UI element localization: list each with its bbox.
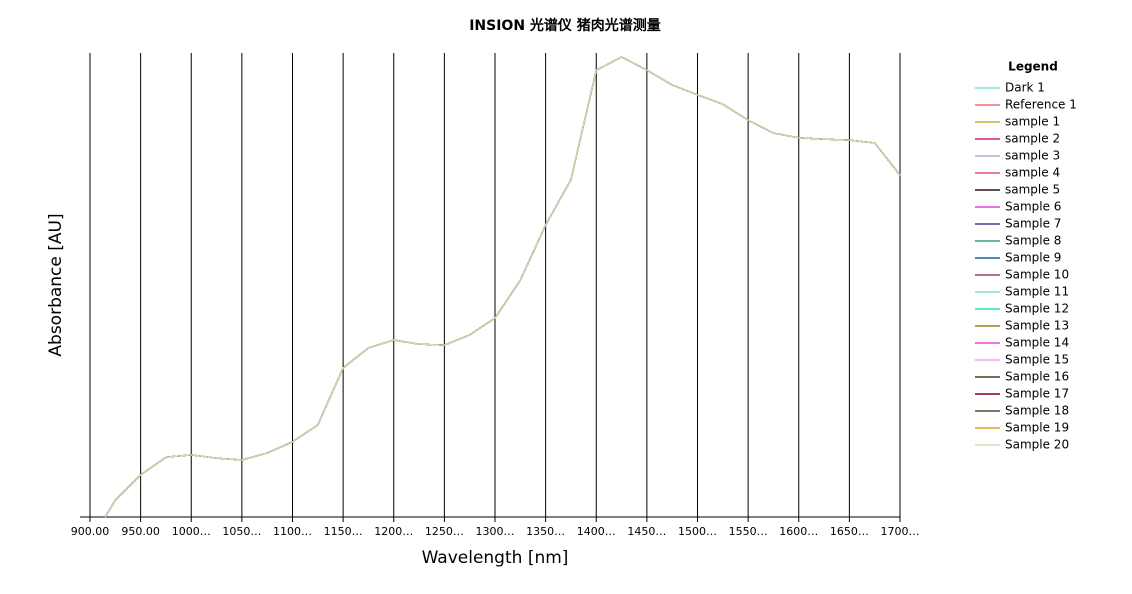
series-line xyxy=(104,56,901,518)
series-line xyxy=(104,56,901,518)
series-line xyxy=(104,56,901,518)
series-line xyxy=(104,56,901,518)
x-tick-label: 1000… xyxy=(172,525,211,538)
series-line xyxy=(104,56,901,518)
x-tick-label: 1050… xyxy=(222,525,261,538)
series-line xyxy=(104,56,901,518)
series-line xyxy=(104,56,901,518)
legend-label: sample 4 xyxy=(1005,166,1060,180)
x-tick-label: 1700… xyxy=(881,525,920,538)
legend-label: Dark 1 xyxy=(1005,81,1045,95)
series-line xyxy=(104,56,901,518)
legend-label: sample 3 xyxy=(1005,149,1060,163)
x-tick-label: 1500… xyxy=(678,525,717,538)
x-tick-label: 1400… xyxy=(577,525,616,538)
x-tick-label: 1650… xyxy=(830,525,869,538)
chart-title: INSION 光谱仪 猪肉光谱测量 xyxy=(469,17,661,34)
series-line xyxy=(104,56,901,518)
x-tick-label: 1600… xyxy=(779,525,818,538)
series-line xyxy=(104,56,901,518)
series-line xyxy=(104,56,901,518)
y-axis-label: Absorbance [AU] xyxy=(46,213,66,356)
legend-label: Sample 17 xyxy=(1005,387,1069,401)
x-tick-label: 1200… xyxy=(374,525,413,538)
x-tick-label: 1550… xyxy=(729,525,768,538)
series-line xyxy=(104,56,901,518)
x-tick-label: 1100… xyxy=(273,525,312,538)
legend-label: Sample 6 xyxy=(1005,200,1061,214)
series-line xyxy=(104,56,901,518)
series-line xyxy=(104,56,901,518)
legend-label: Sample 18 xyxy=(1005,404,1069,418)
legend-label: Sample 8 xyxy=(1005,234,1061,248)
x-tick-label: 1150… xyxy=(324,525,363,538)
legend-label: sample 5 xyxy=(1005,183,1060,197)
x-tick-label: 900.00 xyxy=(71,525,110,538)
legend-label: Sample 19 xyxy=(1005,421,1069,435)
series-line xyxy=(104,56,901,518)
legend-label: Sample 9 xyxy=(1005,251,1061,265)
x-tick-label: 1250… xyxy=(425,525,464,538)
legend-label: Sample 16 xyxy=(1005,370,1069,384)
legend-label: Sample 7 xyxy=(1005,217,1061,231)
legend-label: Reference 1 xyxy=(1005,98,1077,112)
legend-label: Sample 12 xyxy=(1005,302,1069,316)
legend-label: Sample 10 xyxy=(1005,268,1069,282)
x-tick-label: 950.00 xyxy=(121,525,160,538)
legend-title: Legend xyxy=(1008,60,1058,74)
legend-label: Sample 15 xyxy=(1005,353,1069,367)
legend-label: Sample 14 xyxy=(1005,336,1069,350)
x-tick-label: 1450… xyxy=(627,525,666,538)
series-line xyxy=(104,56,901,518)
legend-label: sample 1 xyxy=(1005,115,1060,129)
series-line xyxy=(104,56,901,518)
x-tick-label: 1300… xyxy=(476,525,515,538)
legend-label: sample 2 xyxy=(1005,132,1060,146)
legend-label: Sample 11 xyxy=(1005,285,1069,299)
series-line xyxy=(104,56,901,518)
legend-label: Sample 13 xyxy=(1005,319,1069,333)
series-line xyxy=(104,56,901,518)
series-line xyxy=(104,56,901,518)
x-axis-label: Wavelength [nm] xyxy=(422,548,569,568)
legend-label: Sample 20 xyxy=(1005,438,1069,452)
series-line xyxy=(104,56,901,518)
series-line xyxy=(104,56,901,518)
x-tick-label: 1350… xyxy=(526,525,565,538)
